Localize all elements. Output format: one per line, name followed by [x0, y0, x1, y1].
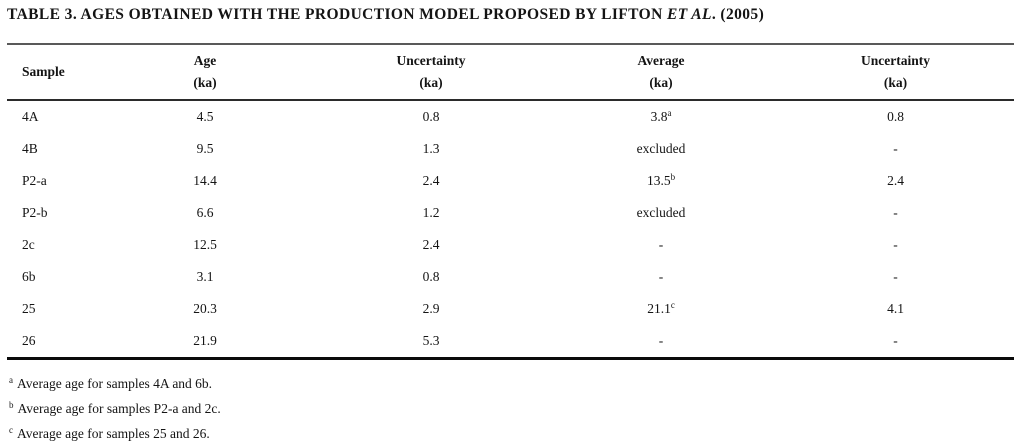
cell-uncertainty: 5.3 [422, 333, 440, 348]
table-row: 6b 3.1 0.8 - - [7, 261, 1014, 293]
table-title: TABLE 3. AGES OBTAINED WITH THE PRODUCTI… [7, 3, 1014, 24]
cell-sample: P2-b [22, 205, 48, 220]
table-row: P2-b 6.6 1.2 excluded - [7, 197, 1014, 229]
table-title-italic: ET AL [666, 6, 712, 23]
table-header: Sample Age (ka) Uncertainty (ka) Average (k… [7, 44, 1014, 101]
column-header-average: Average (ka) [545, 44, 777, 101]
cell-average: - [545, 229, 777, 261]
cell-age: 12.5 [193, 237, 217, 252]
cell-avg-uncertainty: - [893, 237, 898, 252]
column-header-unit: (ka) [193, 75, 217, 90]
cell-avg-uncertainty: 2.4 [887, 173, 904, 188]
column-header-uncertainty: Uncertainty (ka) [317, 44, 545, 101]
table-row: 4A 4.5 0.8 3.8a 0.8 [7, 100, 1014, 133]
cell-sample: 26 [22, 333, 36, 348]
footnote-marker: c [9, 425, 13, 435]
cell-avg-uncertainty: - [893, 141, 898, 156]
cell-uncertainty: 1.2 [422, 205, 440, 220]
footnote-marker: b [670, 172, 676, 182]
cell-avg-uncertainty: 0.8 [887, 109, 904, 124]
footnote-marker: b [9, 400, 14, 410]
cell-avg-uncertainty: - [893, 269, 898, 284]
cell-age: 3.1 [196, 269, 214, 284]
table-row: 2c 12.5 2.4 - - [7, 229, 1014, 261]
cell-average-value: excluded [636, 205, 686, 220]
column-header-sample: Sample [7, 44, 93, 101]
cell-avg-uncertainty: - [893, 333, 898, 348]
cell-sample: P2-a [22, 173, 47, 188]
column-header-label: Sample [22, 63, 65, 79]
cell-uncertainty: 1.3 [422, 141, 440, 156]
cell-average-value: - [658, 269, 664, 284]
cell-average: - [545, 325, 777, 359]
footnote-text: Average age for samples 25 and 26. [17, 426, 210, 441]
footnote-b: b Average age for samples P2-a and 2c. [9, 396, 1014, 421]
column-header-label: Average [637, 52, 685, 68]
ages-table: Sample Age (ka) Uncertainty (ka) Average (k… [7, 43, 1014, 360]
cell-uncertainty: 2.4 [422, 237, 440, 252]
cell-average-value: excluded [636, 141, 686, 156]
cell-sample: 4A [22, 109, 39, 124]
header-row: Sample Age (ka) Uncertainty (ka) Average (k… [7, 44, 1014, 101]
table-row: P2-a 14.4 2.4 13.5b 2.4 [7, 165, 1014, 197]
cell-uncertainty: 0.8 [422, 109, 440, 124]
cell-uncertainty: 0.8 [422, 269, 440, 284]
cell-average: - [545, 261, 777, 293]
cell-age: 14.4 [193, 173, 217, 188]
cell-average-value: - [658, 333, 664, 348]
cell-average: 3.8a [545, 100, 777, 133]
footnotes: a Average age for samples 4A and 6b. b Ave… [7, 371, 1014, 446]
column-header-label: Uncertainty [861, 52, 930, 68]
cell-average: 21.1c [545, 293, 777, 325]
table-title-prefix: TABLE 3. AGES OBTAINED WITH THE PRODUCTI… [7, 6, 667, 23]
footnote-a: a Average age for samples 4A and 6b. [9, 371, 1014, 396]
cell-average: 13.5b [545, 165, 777, 197]
column-header-unit: (ka) [883, 75, 908, 90]
footnote-marker: a [667, 108, 672, 118]
cell-average-value: - [658, 237, 664, 252]
column-header-label: Age [193, 52, 217, 68]
footnote-marker: a [9, 375, 13, 385]
cell-average: excluded [545, 133, 777, 165]
cell-age: 21.9 [193, 333, 217, 348]
cell-sample: 2c [22, 237, 35, 252]
cell-average: excluded [545, 197, 777, 229]
cell-avg-uncertainty: 4.1 [887, 301, 904, 316]
cell-sample: 25 [22, 301, 36, 316]
cell-average-value: 21.1 [647, 301, 671, 316]
table-body: 4A 4.5 0.8 3.8a 0.8 4B 9.5 1.3 excluded … [7, 100, 1014, 359]
cell-average-value: 3.8 [650, 109, 668, 124]
table-row: 4B 9.5 1.3 excluded - [7, 133, 1014, 165]
cell-age: 6.6 [196, 205, 214, 220]
table-title-suffix: . (2005) [711, 6, 765, 23]
footnote-marker: c [670, 300, 675, 310]
column-header-age: Age (ka) [93, 44, 317, 101]
column-header-unit: (ka) [419, 75, 443, 90]
cell-average-value: 13.5 [646, 173, 671, 188]
cell-age: 20.3 [193, 301, 217, 316]
footnote-c: c Average age for samples 25 and 26. [9, 421, 1014, 446]
cell-sample: 6b [22, 269, 36, 284]
cell-avg-uncertainty: - [893, 205, 898, 220]
cell-age: 4.5 [196, 109, 214, 124]
cell-age: 9.5 [196, 141, 214, 156]
cell-sample: 4B [22, 141, 38, 156]
column-header-unit: (ka) [649, 75, 673, 90]
table-row: 25 20.3 2.9 21.1c 4.1 [7, 293, 1014, 325]
footnote-text: Average age for samples P2-a and 2c. [17, 401, 221, 416]
column-header-avg-uncertainty: Uncertainty (ka) [777, 44, 1014, 101]
cell-uncertainty: 2.4 [422, 173, 440, 188]
footnote-text: Average age for samples 4A and 6b. [17, 376, 213, 391]
column-header-label: Uncertainty [396, 52, 466, 68]
table-row: 26 21.9 5.3 - - [7, 325, 1014, 359]
cell-uncertainty: 2.9 [422, 301, 440, 316]
